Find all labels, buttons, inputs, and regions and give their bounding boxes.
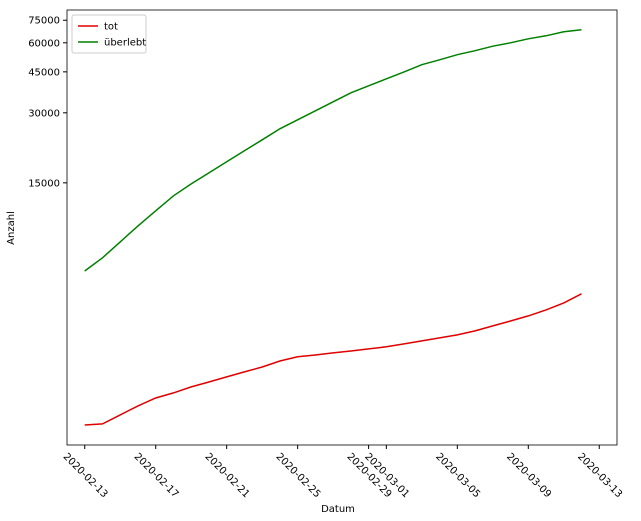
- x-tick-label: 2020-02-13: [61, 451, 110, 500]
- y-axis-label: Anzahl: [6, 211, 17, 245]
- x-tick-label: 2020-02-21: [203, 451, 252, 500]
- y-tick-label: 60000: [28, 38, 60, 49]
- y-tick-label: 30000: [28, 108, 60, 119]
- x-axis-label: Datum: [321, 504, 355, 515]
- legend-box: [71, 14, 147, 54]
- line: [84, 29, 582, 272]
- line: [84, 293, 582, 426]
- plot-frame: [66, 9, 618, 446]
- x-tick-label: 2020-03-09: [504, 451, 553, 500]
- y-tick-label: 15000: [28, 178, 60, 189]
- legend-label: überlebt: [104, 38, 146, 49]
- x-tick-label: 2020-03-05: [433, 451, 482, 500]
- legend-label: tot: [104, 22, 118, 33]
- y-tick-label: 75000: [28, 16, 60, 27]
- x-tick-label: 2020-02-25: [274, 451, 323, 500]
- y-tick-label: 45000: [28, 67, 60, 78]
- x-tick-label: 2020-02-17: [132, 451, 181, 500]
- x-tick-label: 2020-03-13: [575, 451, 624, 500]
